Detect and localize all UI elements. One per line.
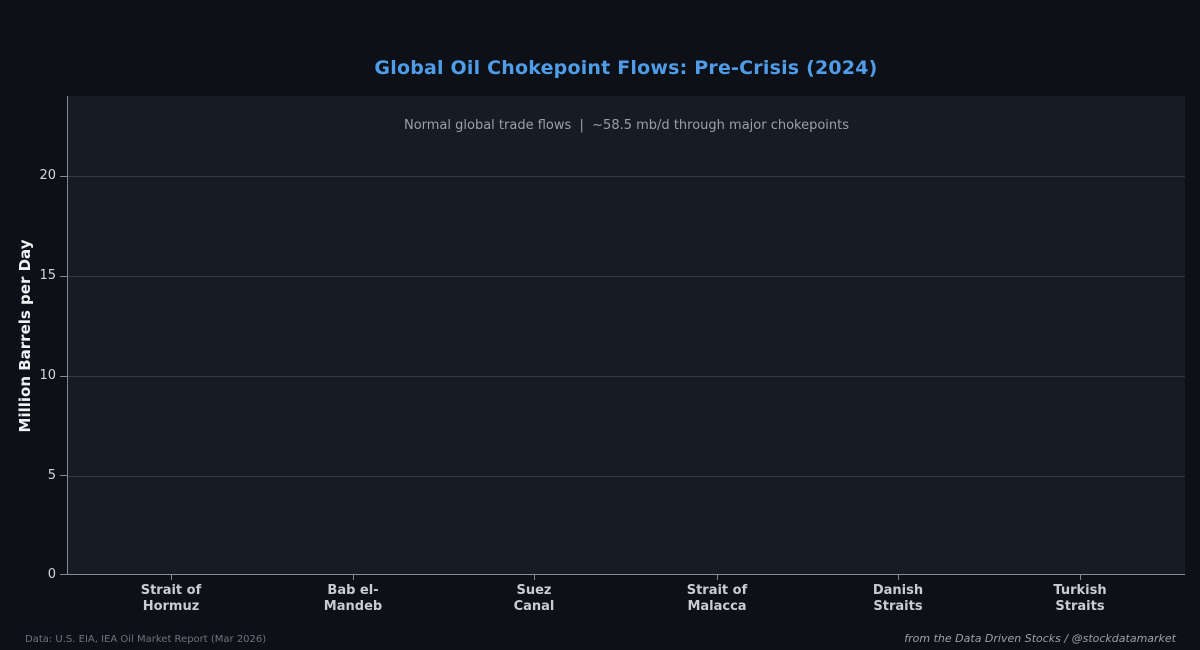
gridline-5: [68, 476, 1185, 477]
y-tick-label: 10: [39, 368, 56, 383]
x-tick-label-hormuz: Strait of Hormuz: [140, 583, 202, 614]
x-tick-label-turkish: Turkish Straits: [1053, 583, 1107, 614]
gridline-10: [68, 376, 1185, 377]
y-tick-mark: [60, 276, 67, 277]
y-tick-label: 20: [39, 168, 56, 183]
x-tick-mark: [171, 575, 172, 580]
gridline-15: [68, 276, 1185, 277]
x-tick-mark: [717, 575, 718, 580]
page-title: Global Oil Chokepoint Flows: Pre-Crisis …: [374, 57, 878, 79]
x-tick-mark: [353, 575, 354, 580]
y-tick-mark: [60, 574, 67, 575]
gridline-20: [68, 176, 1185, 177]
credit-caption: from the Data Driven Stocks / @stockdata…: [904, 632, 1176, 645]
x-tick-label-suez: Suez Canal: [513, 583, 555, 614]
y-tick-mark: [60, 376, 67, 377]
x-tick-mark: [1080, 575, 1081, 580]
y-tick-label: 0: [47, 567, 56, 582]
y-tick-label: 15: [39, 268, 56, 283]
x-tick-mark: [534, 575, 535, 580]
x-tick-label-danish: Danish Straits: [872, 583, 924, 614]
y-tick-mark: [60, 475, 67, 476]
x-tick-mark: [898, 575, 899, 580]
y-tick-label: 5: [47, 468, 56, 483]
plot-area: Normal global trade flows | ~58.5 mb/d t…: [67, 96, 1185, 575]
data-source-caption: Data: U.S. EIA, IEA Oil Market Report (M…: [25, 634, 267, 645]
x-tick-label-mandeb: Bab el- Mandeb: [323, 583, 383, 614]
y-tick-mark: [60, 176, 67, 177]
x-tick-label-malacca: Strait of Malacca: [686, 583, 748, 614]
annotation-text: Normal global trade flows | ~58.5 mb/d t…: [403, 118, 850, 133]
